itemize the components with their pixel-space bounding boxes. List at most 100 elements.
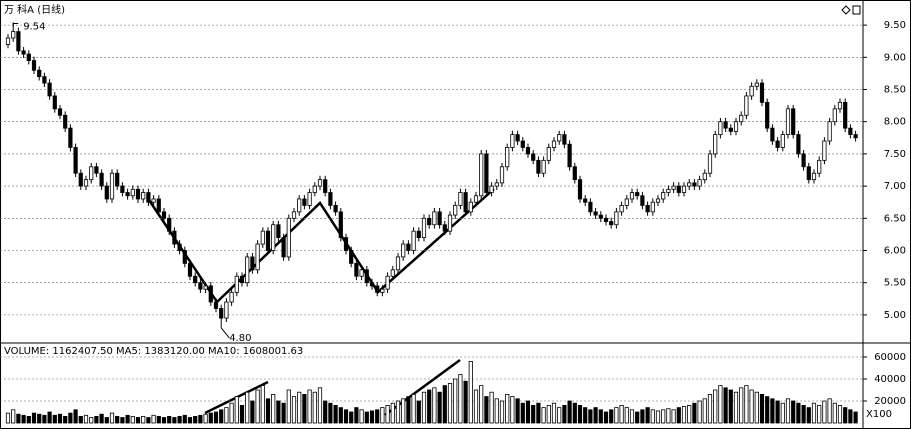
volume-bar (827, 398, 832, 424)
candle-body (598, 214, 603, 219)
volume-bar (177, 415, 182, 424)
candle-body (832, 108, 837, 123)
candle-body (796, 134, 801, 155)
candle-body (120, 185, 125, 193)
annotation-arrow (12, 22, 19, 27)
candle-body (603, 217, 609, 222)
volume-bar (130, 415, 135, 424)
candle-body (853, 134, 858, 139)
candle-body (307, 192, 312, 206)
y-tick-label: 9.50 (884, 20, 906, 31)
volume-bar (671, 409, 676, 424)
candle-body (302, 198, 307, 206)
volume-bar (832, 402, 837, 424)
candle-body (531, 153, 536, 161)
candle-body (650, 201, 655, 213)
volume-bar (16, 413, 21, 424)
candle-body (671, 185, 676, 190)
candle-body (333, 205, 338, 213)
volume-bar (806, 407, 811, 424)
volume-bar (681, 406, 687, 424)
volume-bar (99, 413, 104, 424)
candle-body (447, 214, 453, 232)
candle-body (593, 211, 598, 216)
candle-body (135, 188, 141, 200)
volume-bar (364, 411, 369, 424)
volume-bar (37, 413, 42, 424)
volume-bar (567, 400, 572, 424)
volume-bar (744, 385, 749, 424)
y-tick-label: 6.00 (884, 245, 906, 256)
volume-unit: X100 (866, 409, 892, 420)
candle-body (203, 285, 208, 290)
volume-bar (125, 414, 130, 424)
candle-body (681, 185, 687, 193)
volume-bar (723, 387, 728, 424)
y-tick-label: 6.50 (884, 213, 906, 224)
volume-bar (655, 410, 661, 424)
candle-body (562, 134, 567, 145)
candle-body (765, 101, 770, 129)
candle-body (161, 211, 167, 219)
volume-bar (380, 407, 385, 424)
volume-bar (203, 413, 208, 424)
volume-bar (442, 385, 447, 424)
volume-bar (245, 391, 250, 424)
candle-body (624, 198, 629, 206)
candle-body (510, 134, 515, 148)
volume-bar (5, 412, 11, 424)
y-tick-label: 5.50 (884, 278, 906, 289)
volume-bar (780, 402, 785, 424)
candle-body (89, 166, 94, 181)
candle-body (99, 172, 104, 187)
candle-body (125, 192, 130, 197)
candle-body (442, 224, 447, 232)
candle-body (380, 288, 385, 293)
candle-body (687, 182, 692, 187)
volume-bar (702, 398, 707, 424)
volume-bar (479, 385, 484, 424)
volume-bar (609, 409, 614, 424)
volume-bar (697, 400, 702, 424)
candle-body (78, 172, 83, 187)
candle-body (109, 172, 115, 200)
volume-bar (338, 407, 343, 424)
candle-body (177, 243, 182, 251)
candle-body (297, 198, 302, 213)
candle-body (635, 192, 640, 197)
candle-body (707, 153, 713, 174)
candle-body (219, 308, 224, 319)
candle-body (546, 147, 551, 161)
volume-bar (167, 415, 172, 424)
volume-bar (614, 407, 619, 424)
candle-body (749, 85, 754, 97)
volume-bar (421, 391, 427, 424)
candle-body (614, 211, 619, 226)
candle-body (323, 179, 328, 193)
candle-body (260, 230, 265, 245)
volume-bar (307, 389, 312, 424)
volume-bar (172, 417, 177, 424)
volume-bar (577, 404, 583, 424)
volume-bar (187, 417, 193, 424)
candle-body (385, 275, 390, 290)
volume-bar (354, 407, 359, 424)
candle-body (733, 121, 739, 132)
volume-bar (619, 404, 624, 424)
volume-bar (395, 400, 401, 424)
candle-body (479, 153, 484, 197)
candle-body (401, 243, 406, 258)
volume-bar (213, 411, 219, 424)
volume-bar (811, 402, 817, 424)
volume-bar (515, 398, 520, 424)
volume-bar (676, 407, 681, 424)
candle-body (484, 153, 489, 193)
volume-bar (151, 414, 156, 424)
candle-body (572, 166, 577, 181)
candle-body (811, 172, 817, 181)
candle-body (94, 166, 99, 174)
volume-bar (598, 409, 603, 424)
candle-body (489, 185, 494, 193)
y-tick-label: 7.00 (884, 181, 906, 192)
